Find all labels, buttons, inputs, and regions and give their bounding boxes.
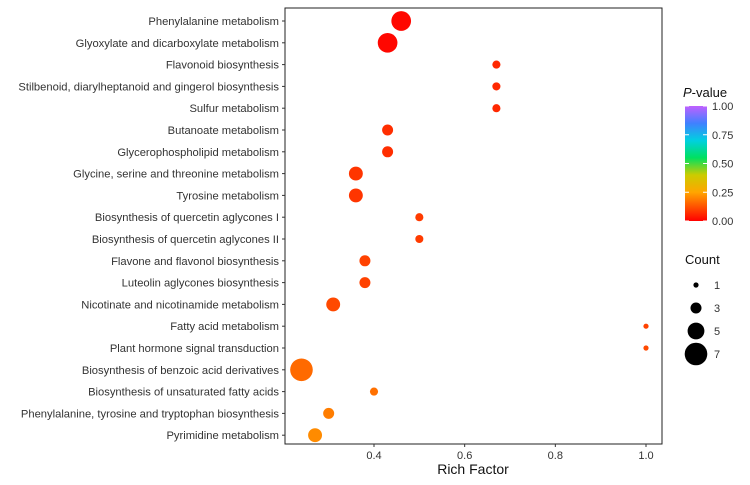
data-point: [377, 32, 398, 53]
category-label: Phenylalanine, tyrosine and tryptophan b…: [21, 408, 280, 420]
colorbar-tick-label: 0.00: [712, 216, 733, 228]
plot-panel: [284, 7, 663, 445]
category-label: Butanoate metabolism: [168, 125, 279, 137]
data-point: [290, 358, 313, 382]
count-legend-title: Count: [685, 252, 720, 267]
category-label: Biosynthesis of quercetin aglycones II: [92, 234, 279, 246]
count-legend-circle: [687, 322, 705, 340]
category-label: Glycerophospholipid metabolism: [117, 147, 279, 159]
category-label: Biosynthesis of benzoic acid derivatives: [82, 365, 280, 377]
data-point: [643, 345, 649, 351]
count-legend-items: 1 3 5 7: [684, 280, 720, 366]
count-legend-circle: [693, 282, 699, 288]
data-point: [382, 146, 394, 158]
x-axis-title: Rich Factor: [437, 461, 509, 477]
category-label: Plant hormone signal transduction: [110, 343, 279, 355]
x-tick-label: 0.6: [457, 450, 472, 462]
data-point: [348, 166, 363, 181]
data-point: [643, 323, 649, 329]
data-point: [492, 104, 501, 113]
category-label: Pyrimidine metabolism: [166, 430, 279, 442]
count-legend-label: 5: [714, 326, 720, 338]
category-label: Flavonoid biosynthesis: [166, 60, 280, 72]
count-legend-label: 1: [714, 280, 720, 292]
data-point: [348, 188, 363, 203]
x-tick-label: 0.8: [548, 450, 563, 462]
count-legend-circle: [684, 342, 708, 366]
data-point: [369, 387, 379, 396]
category-label: Luteolin aglycones biosynthesis: [122, 278, 280, 290]
category-label: Stilbenoid, diarylheptanoid and gingerol…: [18, 81, 279, 93]
category-label: Glycine, serine and threonine metabolism: [73, 169, 279, 181]
data-point: [492, 82, 501, 91]
category-label: Sulfur metabolism: [189, 103, 279, 115]
p-value-legend-title: P-value: [683, 85, 727, 100]
category-label: Biosynthesis of unsaturated fatty acids: [88, 387, 279, 399]
data-point: [359, 255, 371, 267]
colorbar-tick-label: 1.00: [712, 101, 733, 113]
y-axis-category-labels: Phenylalanine metabolism Glyoxylate and d…: [18, 16, 279, 442]
category-label: Biosynthesis of quercetin aglycones I: [95, 212, 279, 224]
data-point: [308, 428, 323, 443]
colorbar-tick-label: 0.75: [712, 130, 733, 142]
data-point: [415, 213, 424, 222]
category-label: Glyoxylate and dicarboxylate metabolism: [76, 38, 279, 50]
category-label: Fatty acid metabolism: [170, 321, 279, 333]
data-point: [391, 11, 412, 31]
data-point: [415, 234, 424, 244]
category-label: Tyrosine metabolism: [176, 190, 279, 202]
colorbar-tick-label: 0.25: [712, 187, 733, 199]
x-axis-ticks: 0.4 0.6 0.8 1.0: [366, 444, 654, 462]
data-point: [323, 407, 335, 419]
count-legend: Count 1 3 5 7: [684, 252, 720, 366]
category-label: Nicotinate and nicotinamide metabolism: [81, 299, 279, 311]
p-value-colorbar: [685, 106, 707, 221]
count-legend-label: 3: [714, 303, 720, 315]
p-value-colorbar-ticks: 1.00 0.75 0.50 0.25 0.00: [685, 101, 733, 228]
colorbar-tick-label: 0.50: [712, 159, 733, 171]
category-label: Phenylalanine metabolism: [148, 16, 279, 28]
data-points: [290, 11, 649, 443]
data-point: [359, 277, 371, 289]
count-legend-circle: [690, 302, 702, 314]
data-point: [382, 124, 394, 136]
category-label: Flavone and flavonol biosynthesis: [111, 256, 279, 268]
p-value-legend: P-value 1.00 0.75 0.50 0.25 0.00: [683, 85, 733, 228]
count-legend-label: 7: [714, 349, 720, 361]
x-tick-label: 0.4: [366, 450, 381, 462]
x-tick-label: 1.0: [638, 450, 653, 462]
y-axis-ticks: [282, 20, 285, 436]
data-point: [326, 297, 341, 312]
data-point: [492, 60, 501, 69]
